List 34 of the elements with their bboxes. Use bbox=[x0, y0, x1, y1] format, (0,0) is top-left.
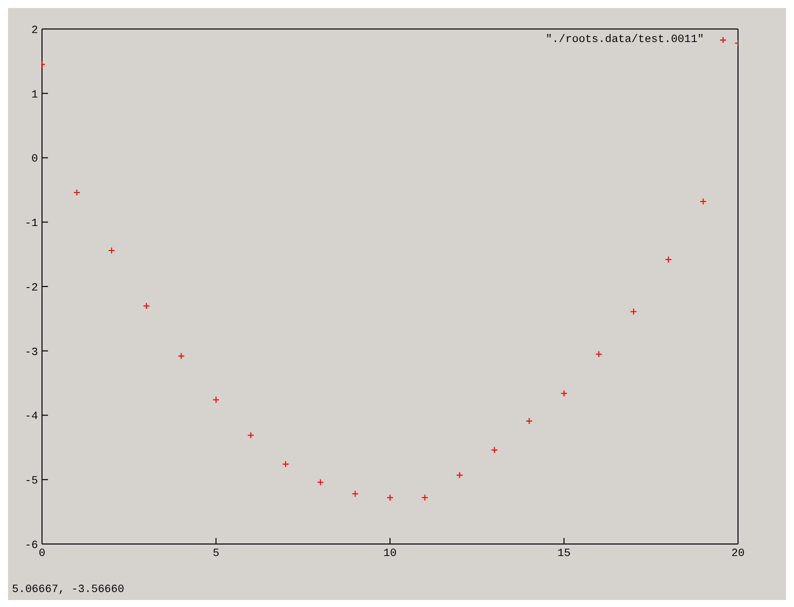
point bbox=[178, 352, 185, 360]
y-tick-label: 2 bbox=[31, 24, 38, 37]
y-tick-label: 0 bbox=[31, 154, 38, 166]
point bbox=[630, 308, 638, 316]
x-tick-label: 20 bbox=[731, 548, 745, 560]
point bbox=[526, 418, 533, 425]
point bbox=[142, 302, 150, 310]
point bbox=[490, 446, 498, 454]
y-tick-label: -3 bbox=[24, 346, 38, 359]
point bbox=[212, 396, 220, 404]
y-tick-label: 1 bbox=[31, 89, 38, 102]
y-tick-label: -6 bbox=[24, 540, 38, 552]
y-tick-label: -2 bbox=[24, 282, 38, 294]
point bbox=[352, 490, 359, 498]
point bbox=[456, 472, 464, 479]
point bbox=[560, 390, 568, 397]
y-tick-label: -4 bbox=[24, 411, 38, 424]
text: 5.06667, -3.56660 bbox=[12, 584, 124, 596]
point bbox=[247, 432, 254, 439]
point bbox=[595, 350, 602, 358]
point bbox=[421, 494, 428, 502]
point bbox=[73, 189, 80, 196]
x-tick-label: 5 bbox=[212, 548, 220, 560]
legend-label: "./roots.data/test.0011" bbox=[546, 34, 704, 46]
x-tick-label: 10 bbox=[383, 548, 397, 560]
point bbox=[664, 256, 672, 263]
y-tick-label: -1 bbox=[24, 218, 38, 230]
point bbox=[316, 478, 324, 486]
x-tick-label: 15 bbox=[557, 548, 571, 560]
point bbox=[386, 494, 394, 502]
point bbox=[282, 460, 290, 468]
point bbox=[700, 198, 707, 206]
y-tick-label: -5 bbox=[24, 476, 38, 488]
point bbox=[108, 246, 116, 254]
